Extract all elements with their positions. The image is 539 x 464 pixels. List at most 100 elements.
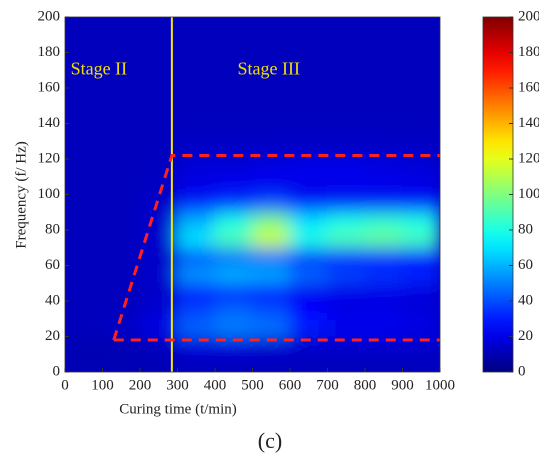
heatmap-cell — [177, 87, 216, 107]
y-tick-label: 100 — [38, 186, 61, 202]
y-tick-label: 80 — [45, 221, 60, 237]
heatmap-cell — [402, 87, 440, 107]
heatmap-cell — [402, 247, 440, 266]
heatmap-cell — [289, 34, 328, 53]
heatmap-cell — [102, 353, 141, 372]
heatmap-cell — [327, 87, 366, 107]
heatmap-cell — [65, 300, 103, 320]
heatmap-cell — [327, 300, 366, 320]
heatmap-cell — [177, 123, 216, 142]
heatmap-cell — [327, 194, 366, 213]
heatmap-cell — [402, 123, 440, 142]
heatmap-cell — [102, 229, 141, 249]
heatmap-cell — [327, 69, 366, 89]
heatmap-cell — [289, 318, 328, 337]
heatmap-cell — [102, 123, 141, 142]
colorbar-tick-label: 200 — [518, 8, 539, 24]
y-tick-label: 160 — [38, 79, 61, 95]
heatmap-cell — [364, 229, 403, 249]
heatmap-cell — [364, 69, 403, 89]
heatmap-cell — [289, 211, 328, 231]
colorbar-tick-label: 100 — [518, 186, 539, 202]
heatmap-cell — [139, 158, 178, 178]
heatmap-cell — [364, 194, 403, 213]
heatmap-cell — [402, 353, 440, 372]
heatmap-cell — [252, 176, 291, 195]
heatmap-cell — [289, 17, 328, 36]
heatmap-cell — [102, 140, 141, 160]
heatmap-cell — [65, 105, 103, 124]
x-tick-label: 200 — [129, 377, 152, 393]
heatmap-cell — [214, 353, 253, 372]
heatmap-cell — [177, 52, 216, 71]
heatmap-cell — [289, 105, 328, 124]
heatmap-cell — [252, 123, 291, 142]
heatmap-cell — [327, 265, 366, 284]
x-tick-label: 100 — [91, 377, 114, 393]
heatmap-cell — [327, 353, 366, 372]
heatmap-cell — [139, 194, 178, 213]
heatmap-cell — [177, 17, 216, 36]
heatmap-cell — [289, 176, 328, 195]
heatmap-cell — [252, 353, 291, 372]
heatmap-cell — [139, 123, 178, 142]
heatmap-cell — [139, 52, 178, 71]
heatmap-cell — [289, 123, 328, 142]
heatmap-cell — [139, 176, 178, 195]
heatmap-cell — [102, 176, 141, 195]
heatmap-cell — [327, 229, 366, 249]
heatmap-cell — [402, 265, 440, 284]
x-tick-label: 700 — [316, 377, 339, 393]
heatmap-cell — [327, 282, 366, 302]
heatmap-cell — [252, 300, 291, 320]
heatmap-cell — [102, 318, 141, 337]
heatmap-cell — [252, 34, 291, 53]
heatmap-cell — [364, 211, 403, 231]
heatmap-cell — [252, 87, 291, 107]
y-tick-label: 180 — [38, 44, 61, 60]
heatmap-cell — [252, 318, 291, 337]
heatmap-cell — [214, 247, 253, 266]
colorbar-tick-label: 120 — [518, 150, 539, 166]
heatmap-cell — [364, 265, 403, 284]
heatmap-cell — [139, 87, 178, 107]
heatmap-cell — [402, 194, 440, 213]
x-tick-label: 600 — [279, 377, 302, 393]
heatmap-cell — [364, 353, 403, 372]
heatmap-cell — [65, 87, 103, 107]
plot-area — [65, 17, 440, 372]
heatmap-cell — [327, 34, 366, 53]
heatmap-cell — [214, 158, 253, 178]
heatmap-cell — [252, 194, 291, 213]
heatmap-cell — [364, 123, 403, 142]
heatmap-cell — [65, 123, 103, 142]
heatmap-cell — [402, 17, 440, 36]
x-tick-label: 400 — [204, 377, 227, 393]
heatmap-cell — [177, 176, 216, 195]
heatmap-cell — [252, 17, 291, 36]
heatmap-cell — [214, 123, 253, 142]
heatmap-cell — [177, 353, 216, 372]
heatmap-cell — [214, 176, 253, 195]
x-axis-label: Curing time (t/min) — [119, 401, 237, 417]
heatmap-cell — [65, 336, 103, 355]
heatmap-cell — [177, 69, 216, 89]
y-tick-label: 200 — [38, 8, 61, 24]
heatmap-cell — [214, 282, 253, 302]
heatmap-cell — [214, 87, 253, 107]
heatmap-cell — [102, 105, 141, 124]
heatmap-cell — [177, 265, 216, 284]
y-tick-label: 20 — [45, 328, 60, 344]
colorbar-tick-label: 180 — [518, 44, 539, 60]
heatmap-cell — [139, 140, 178, 160]
heatmap-cell — [65, 140, 103, 160]
heatmap-cell — [177, 318, 216, 337]
heatmap-cell — [402, 34, 440, 53]
heatmap-cell — [289, 158, 328, 178]
heatmap-cell — [102, 247, 141, 266]
heatmap-cell — [364, 282, 403, 302]
heatmap-cell — [327, 105, 366, 124]
heatmap-cell — [65, 211, 103, 231]
heatmap-cell — [289, 353, 328, 372]
